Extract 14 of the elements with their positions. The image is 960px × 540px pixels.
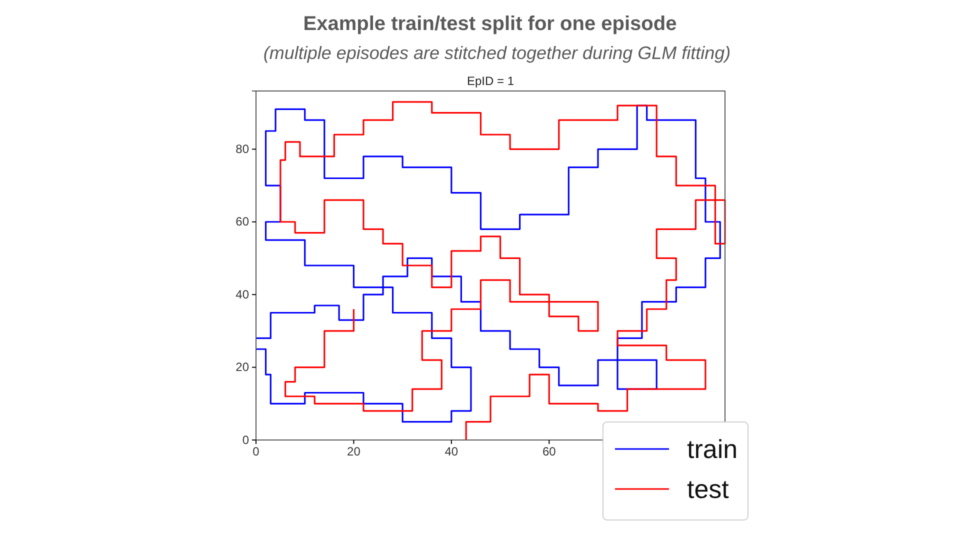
- chart-subtitle: (multiple episodes are stitched together during GLM fitting): [263, 43, 731, 63]
- x-tick-label: 60: [542, 444, 556, 459]
- x-tick-label: 20: [347, 444, 361, 459]
- text: EpID = 1: [466, 74, 514, 88]
- y-tick-label: 20: [236, 360, 250, 374]
- chart-title: Example train/test split for one episode: [303, 13, 677, 35]
- y-tick-label: 60: [236, 214, 250, 229]
- legend-label: train: [687, 434, 738, 464]
- x-tick-label: 40: [444, 444, 458, 459]
- y-tick-label: 0: [242, 432, 250, 447]
- x-tick-label: 0: [252, 444, 260, 459]
- legend-label: test: [687, 474, 730, 504]
- y-tick-label: 80: [236, 142, 250, 156]
- y-tick-label: 40: [236, 287, 250, 302]
